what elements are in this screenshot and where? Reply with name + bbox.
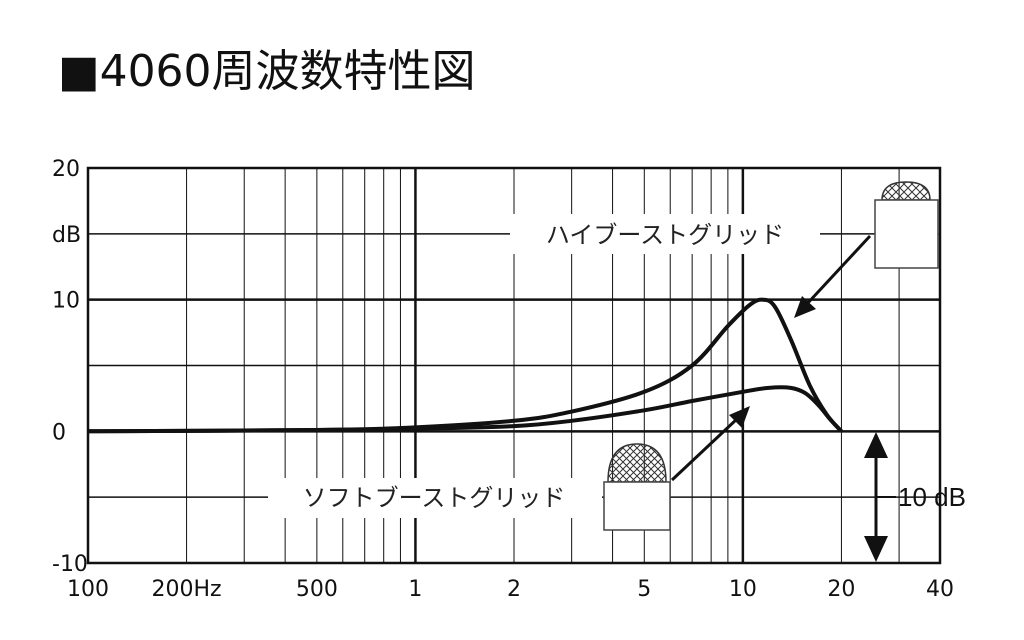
high-boost-callout: ハイブーストグリッド [510, 181, 939, 318]
x-tick-label: 2 [507, 577, 521, 602]
x-tick-label: 200Hz [152, 577, 222, 602]
y-tick-label: -10 [52, 552, 88, 577]
x-tick-label: 5 [637, 577, 651, 602]
x-tick-label: 10 [729, 577, 757, 602]
plot-frame [86, 166, 942, 565]
x-tick-label: 500 [296, 577, 338, 602]
y-tick-label: 0 [52, 420, 66, 445]
x-tick-label: 1 [408, 577, 422, 602]
y-tick-label: 10 [52, 289, 80, 314]
x-tick-label: 40 [926, 577, 954, 602]
soft-boost-callout: ソフトブーストグリッド [268, 406, 750, 531]
y-tick-label: 20 [52, 157, 80, 182]
series-lines [87, 297, 843, 434]
high-boost-label: ハイブーストグリッド [546, 221, 784, 249]
callout-bg [510, 214, 820, 254]
x-tick-label: 20 [827, 577, 855, 602]
x-tick-label: 100 [67, 577, 109, 602]
ten-db-label: 10 dB [898, 482, 966, 512]
y-tick-label: dB [52, 223, 81, 248]
callout-bg [268, 478, 602, 518]
soft-boost-label: ソフトブーストグリッド [303, 484, 566, 512]
chart-title: ■4060周波数特性図 [58, 46, 476, 97]
high-boost-arrow [794, 234, 872, 318]
high-boost-grille-icon [874, 181, 939, 269]
soft-boost-grille-icon [603, 443, 671, 531]
soft-boost-curve [87, 385, 843, 434]
ten-db-scale-bar: 10 dB [864, 432, 966, 562]
soft-boost-arrow [670, 406, 750, 482]
